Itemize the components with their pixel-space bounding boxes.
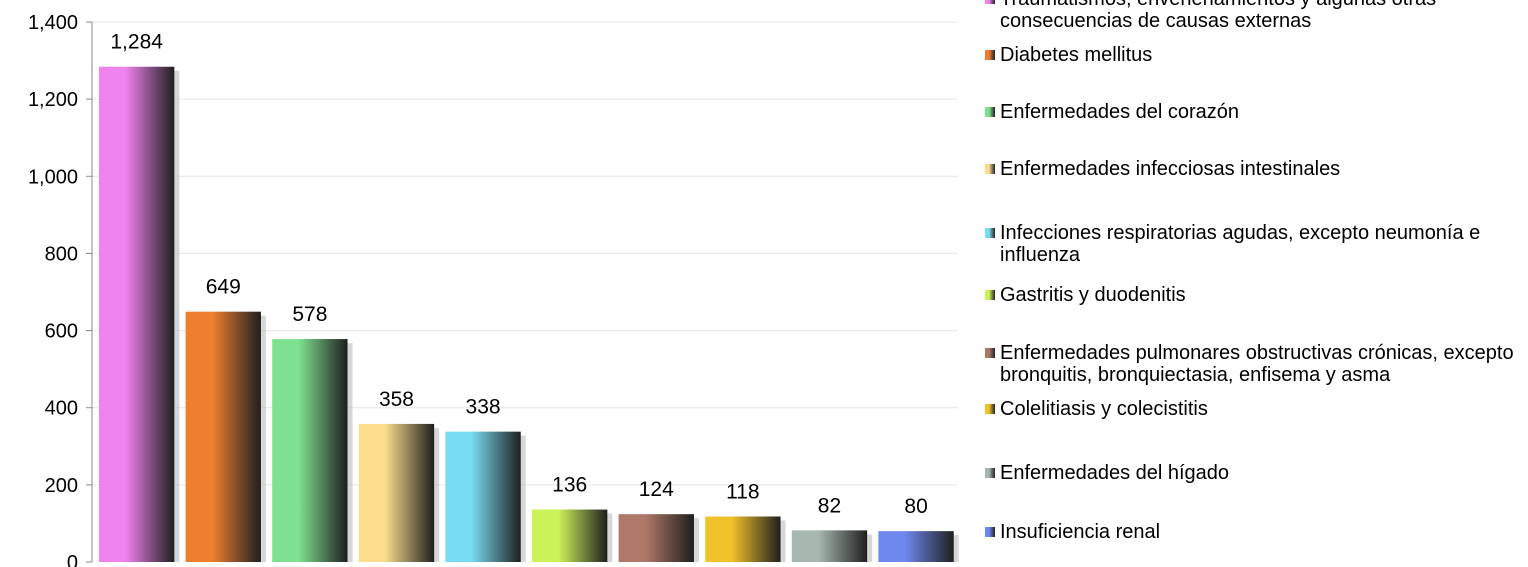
legend: Traumatismos, envenenamientos y algunas … <box>985 0 1525 567</box>
legend-swatch <box>985 348 995 358</box>
legend-label: Gastritis y duodenitis <box>1000 284 1186 306</box>
bar <box>358 423 435 562</box>
bar <box>99 66 175 562</box>
legend-label: Infecciones respiratorias agudas, except… <box>1000 222 1481 266</box>
data-label: 358 <box>379 388 414 411</box>
y-tick-label: 1,200 <box>28 89 78 111</box>
data-label: 649 <box>206 276 241 299</box>
y-axis: 0 200 400 600 800 1,000 1,200 1,400 <box>28 12 93 567</box>
data-label: 124 <box>639 478 674 501</box>
legend-item: Insuficiencia renal <box>985 521 1525 543</box>
bars <box>99 66 959 562</box>
legend-swatch <box>985 290 995 300</box>
y-tick-label: 800 <box>45 243 78 265</box>
y-tick-label: 0 <box>67 552 78 567</box>
y-tick-label: 600 <box>45 321 78 343</box>
bar-chart: 0 200 400 600 800 1,000 1,200 1,400 1,284 649 578… <box>28 12 959 567</box>
bar <box>272 339 348 562</box>
y-tick-label: 1,400 <box>28 12 78 34</box>
data-label: 118 <box>726 480 759 503</box>
legend-swatch <box>985 468 995 478</box>
legend-item: Traumatismos, envenenamientos y algunas … <box>985 0 1525 32</box>
legend-item: Enfermedades del corazón <box>985 101 1525 123</box>
legend-label: Diabetes mellitus <box>1000 44 1153 66</box>
legend-item: Diabetes mellitus <box>985 44 1525 66</box>
data-labels: 1,284 649 578 358 338 136 124 118 82 80 <box>110 31 927 518</box>
bar <box>185 311 261 562</box>
legend-item: Gastritis y duodenitis <box>985 284 1525 306</box>
legend-swatch <box>985 404 995 414</box>
legend-label: Traumatismos, envenenamientos y algunas … <box>1000 0 1436 32</box>
bar <box>532 509 608 562</box>
legend-swatch <box>985 50 995 60</box>
bar <box>878 531 954 562</box>
legend-swatch <box>985 107 995 117</box>
bar <box>705 516 781 562</box>
legend-item: Infecciones respiratorias agudas, except… <box>985 222 1525 266</box>
data-label: 1,284 <box>110 31 163 54</box>
legend-item: Enfermedades del hígado <box>985 462 1525 484</box>
legend-label: Enfermedades infecciosas intestinales <box>1000 158 1341 180</box>
legend-label: Colelitiasis y colecistitis <box>1000 398 1208 420</box>
bar <box>445 431 521 562</box>
legend-swatch <box>985 0 995 4</box>
legend-swatch <box>985 228 995 238</box>
y-tick-label: 1,000 <box>28 166 78 188</box>
legend-swatch <box>985 164 995 174</box>
y-tick-label: 200 <box>45 475 78 497</box>
legend-label: Enfermedades del hígado <box>1000 462 1230 484</box>
data-label: 82 <box>818 494 841 517</box>
legend-item: Colelitiasis y colecistitis <box>985 398 1525 420</box>
legend-label: Enfermedades del corazón <box>1000 101 1240 123</box>
legend-item: Enfermedades pulmonares obstructivas cró… <box>985 342 1525 386</box>
data-label: 578 <box>292 303 327 326</box>
legend-item: Enfermedades infecciosas intestinales <box>985 158 1525 180</box>
data-label: 136 <box>552 474 587 497</box>
y-tick-label: 400 <box>45 398 78 420</box>
legend-swatch <box>985 527 995 537</box>
data-label: 338 <box>466 396 501 419</box>
data-label: 80 <box>904 495 927 518</box>
bar <box>791 530 868 562</box>
legend-label: Insuficiencia renal <box>1000 521 1161 543</box>
legend-label: Enfermedades pulmonares obstructivas cró… <box>1000 342 1514 386</box>
bar <box>618 514 694 562</box>
